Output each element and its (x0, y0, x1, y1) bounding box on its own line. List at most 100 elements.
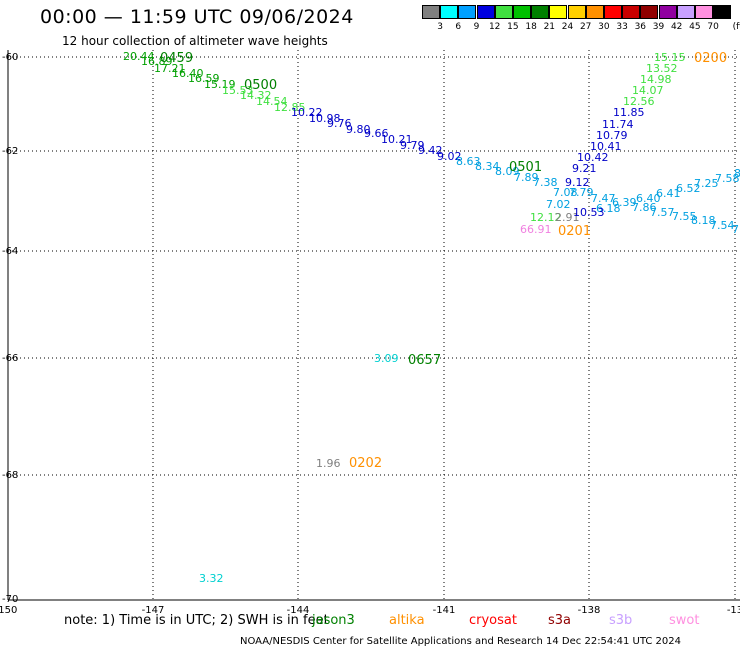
colorbar-tick-label: 15 (507, 22, 519, 32)
wave-height-value: 9.76 (327, 117, 352, 130)
colorbar-tick-label: 42 (670, 22, 683, 32)
wave-height-value: 12.12 (530, 211, 562, 224)
satellite-legend-s3b: s3b (609, 613, 633, 628)
wave-height-value: 7.08 (553, 186, 578, 199)
longitude-tick-label: -13 (727, 605, 740, 616)
colorbar-tick-label: 45 (689, 22, 701, 32)
colorbar-swatch (549, 5, 568, 19)
pass-time-label: 0202 (349, 456, 382, 471)
wave-height-value: 8.18 (691, 214, 716, 227)
pass-time-label: 0500 (244, 78, 277, 93)
wave-height-value: 7.55 (672, 210, 697, 223)
wave-height-value: 8.09 (495, 165, 520, 178)
colorbar-unit-label: (ft) (732, 22, 740, 32)
wave-height-value: 10.41 (590, 140, 622, 153)
wave-height-value: 10.21 (381, 133, 413, 146)
wave-height-value: 10.22 (291, 106, 323, 119)
latitude-tick-label: -66 (2, 353, 18, 364)
wave-height-value: 7.38 (533, 176, 558, 189)
wave-height-value: 14.98 (640, 73, 672, 86)
colorbar-swatch (585, 5, 604, 19)
longitude-tick-label: -141 (433, 605, 456, 616)
longitude-tick-label: -150 (0, 605, 17, 616)
wave-height-value: 7.54 (710, 219, 735, 232)
map-title: 00:00 — 11:59 UTC 09/06/2024 (40, 6, 354, 28)
wave-height-value: 16.59 (188, 72, 220, 85)
wave-height-value: 12.56 (623, 95, 655, 108)
colorbar-tick-label: 3 (437, 22, 443, 32)
colorbar-swatch (658, 5, 677, 19)
colorbar-swatch (494, 5, 513, 19)
colorbar-swatch (567, 5, 586, 19)
longitude-tick-label: -147 (142, 605, 165, 616)
wave-height-value: 8.34 (475, 160, 500, 173)
wave-height-value: 9.79 (400, 139, 425, 152)
colorbar-swatch (531, 5, 550, 19)
satellite-legend-cryosat: cryosat (469, 613, 517, 628)
wave-height-value: 9.02 (437, 150, 462, 163)
wave-height-value: 66.91 (520, 223, 552, 236)
wave-height-value: 7.47 (591, 192, 616, 205)
satellite-legend-s3a: s3a (548, 613, 572, 628)
wave-height-value: 7.86 (632, 201, 657, 214)
wave-height-value: 15.53 (222, 84, 254, 97)
colorbar-swatch (695, 5, 713, 19)
satellite-legend-swot: swot (669, 613, 700, 628)
wave-height-value: 7 (732, 223, 739, 236)
colorbar-tick-label: 33 (616, 22, 628, 32)
wave-height-value: 6.18 (596, 202, 621, 215)
wave-height-value: 9.12 (565, 176, 590, 189)
satellite-legend-altika: altika (389, 613, 425, 628)
wave-height-value: 7.79 (569, 186, 594, 199)
wave-height-value: 10.79 (596, 129, 628, 142)
wave-height-value: 10.53 (573, 206, 605, 219)
wave-height-value: 9.80 (346, 123, 371, 136)
colorbar-swatch (422, 5, 440, 19)
wave-height-value: 11.85 (613, 106, 645, 119)
latitude-tick-label: -62 (2, 146, 18, 157)
wave-height-value: 10.98 (309, 112, 341, 125)
wave-height-value: 14.54 (256, 95, 288, 108)
colorbar-swatch (622, 5, 641, 19)
wave-height-value: 12.85 (274, 101, 306, 114)
colorbar-swatch (440, 5, 459, 19)
wave-height-value: 10.42 (577, 151, 609, 164)
wave-height-value: 16.40 (172, 67, 204, 80)
wave-height-value: 15.19 (204, 78, 236, 91)
colorbar-tick-label: 39 (652, 22, 665, 32)
wave-height-value: 8 (734, 167, 740, 180)
wave-height-value: 14.32 (240, 89, 272, 102)
wave-height-value: 2.91 (555, 211, 580, 224)
wave-height-value: 13.52 (646, 62, 678, 75)
pass-time-label: 0459 (160, 51, 193, 66)
colorbar-swatch (476, 5, 495, 19)
wave-height-value: 7.58 (715, 172, 740, 185)
pass-time-label: 0501 (509, 160, 542, 175)
colorbar-tick-label: 24 (561, 22, 574, 32)
colorbar-tick-label: 9 (473, 22, 480, 32)
wave-height-value: 6.52 (676, 182, 701, 195)
colorbar-tick-label: 30 (598, 22, 610, 32)
colorbar-tick-label: 6 (455, 22, 462, 32)
wave-height-value: 6.41 (656, 187, 681, 200)
colorbar-tick-label: 27 (579, 22, 592, 32)
wave-height-value: 9.42 (418, 144, 443, 157)
wave-height-value: 20.44 (123, 50, 155, 63)
longitude-tick-label: -144 (287, 605, 310, 616)
colorbar-tick-label: 70 (707, 22, 719, 32)
footnote: note: 1) Time is in UTC; 2) SWH is in fe… (64, 613, 329, 628)
wave-height-value: 14.07 (632, 84, 664, 97)
wave-height-value: 9.21 (572, 162, 597, 175)
wave-height-value: 6.39 (612, 196, 637, 209)
colorbar-swatch (640, 5, 659, 19)
pass-time-label: 0201 (558, 224, 591, 239)
wave-height-value: 7.57 (650, 206, 675, 219)
colorbar-swatch (458, 5, 477, 19)
wave-height-value: 6.40 (636, 192, 661, 205)
latitude-tick-label: -60 (2, 52, 18, 63)
latitude-tick-label: -70 (2, 594, 18, 605)
pass-time-label: 0200 (694, 51, 727, 66)
wave-height-value: 7.02 (546, 198, 571, 211)
colorbar-tick-label: 18 (525, 22, 537, 32)
